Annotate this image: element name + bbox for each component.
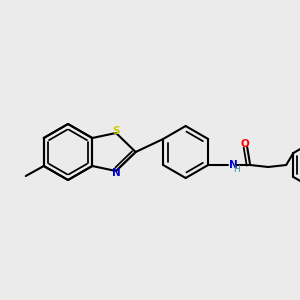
Text: N: N: [229, 160, 238, 170]
Text: O: O: [241, 139, 250, 149]
Text: H: H: [233, 166, 239, 175]
Text: N: N: [112, 168, 120, 178]
Text: S: S: [112, 126, 120, 136]
